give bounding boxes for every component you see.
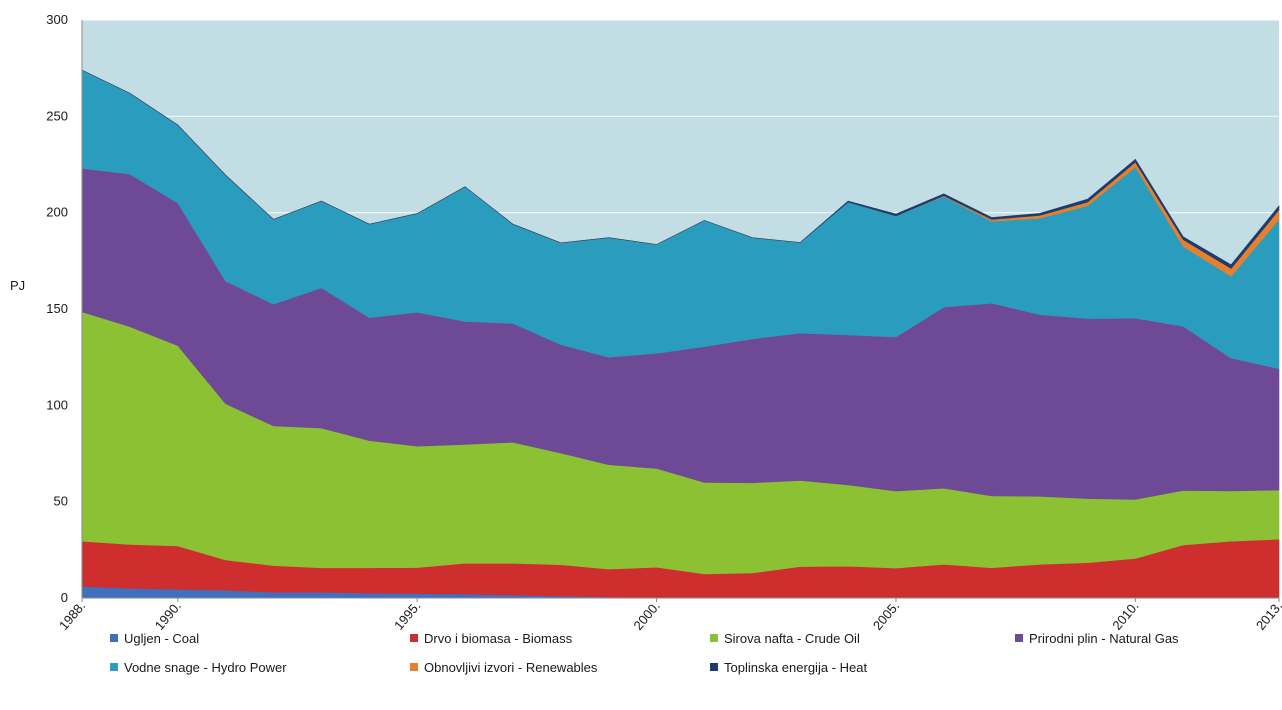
y-tick-label: 300	[46, 12, 68, 27]
x-tick-label: 2005.	[870, 598, 902, 633]
x-tick-label: 2000.	[630, 598, 662, 633]
legend-label: Toplinska energija - Heat	[724, 660, 867, 675]
legend: Ugljen - Coal Drvo i biomasa - Biomass Sir…	[110, 631, 1179, 675]
legend-swatch	[410, 663, 418, 671]
legend-swatch	[710, 634, 718, 642]
legend-swatch	[1015, 634, 1023, 642]
y-tick-label: 250	[46, 108, 68, 123]
y-tick-label: 200	[46, 205, 68, 220]
y-axis-label: PJ	[10, 278, 25, 293]
x-tick-label: 1995.	[391, 598, 423, 633]
legend-swatch	[410, 634, 418, 642]
x-tick-labels: 1988. 1990. 1995. 2000. 2005. 2010. 2013.	[56, 598, 1282, 633]
legend-label: Drvo i biomasa - Biomass	[424, 631, 573, 646]
legend-label: Ugljen - Coal	[124, 631, 199, 646]
y-tick-label: 0	[61, 590, 68, 605]
x-tick-label: 1990.	[152, 598, 184, 633]
area-series-group	[81, 69, 1280, 599]
area-toplinska-energija-heat	[81, 69, 1280, 269]
legend-label: Obnovljivi izvori - Renewables	[424, 660, 598, 675]
legend-label: Prirodni plin - Natural Gas	[1029, 631, 1179, 646]
y-tick-label: 100	[46, 397, 68, 412]
axes	[81, 20, 1279, 599]
legend-label: Sirova nafta - Crude Oil	[724, 631, 860, 646]
legend-swatch	[710, 663, 718, 671]
y-tick-label: 50	[54, 494, 68, 509]
x-tick-label: 2010.	[1109, 598, 1141, 633]
y-tick-labels: 0 50 100 150 200 250 300	[46, 12, 68, 605]
legend-swatch	[110, 663, 118, 671]
y-tick-label: 150	[46, 301, 68, 316]
legend-swatch	[110, 634, 118, 642]
legend-label: Vodne snage - Hydro Power	[124, 660, 287, 675]
x-tick-label: 2013.	[1253, 598, 1282, 633]
